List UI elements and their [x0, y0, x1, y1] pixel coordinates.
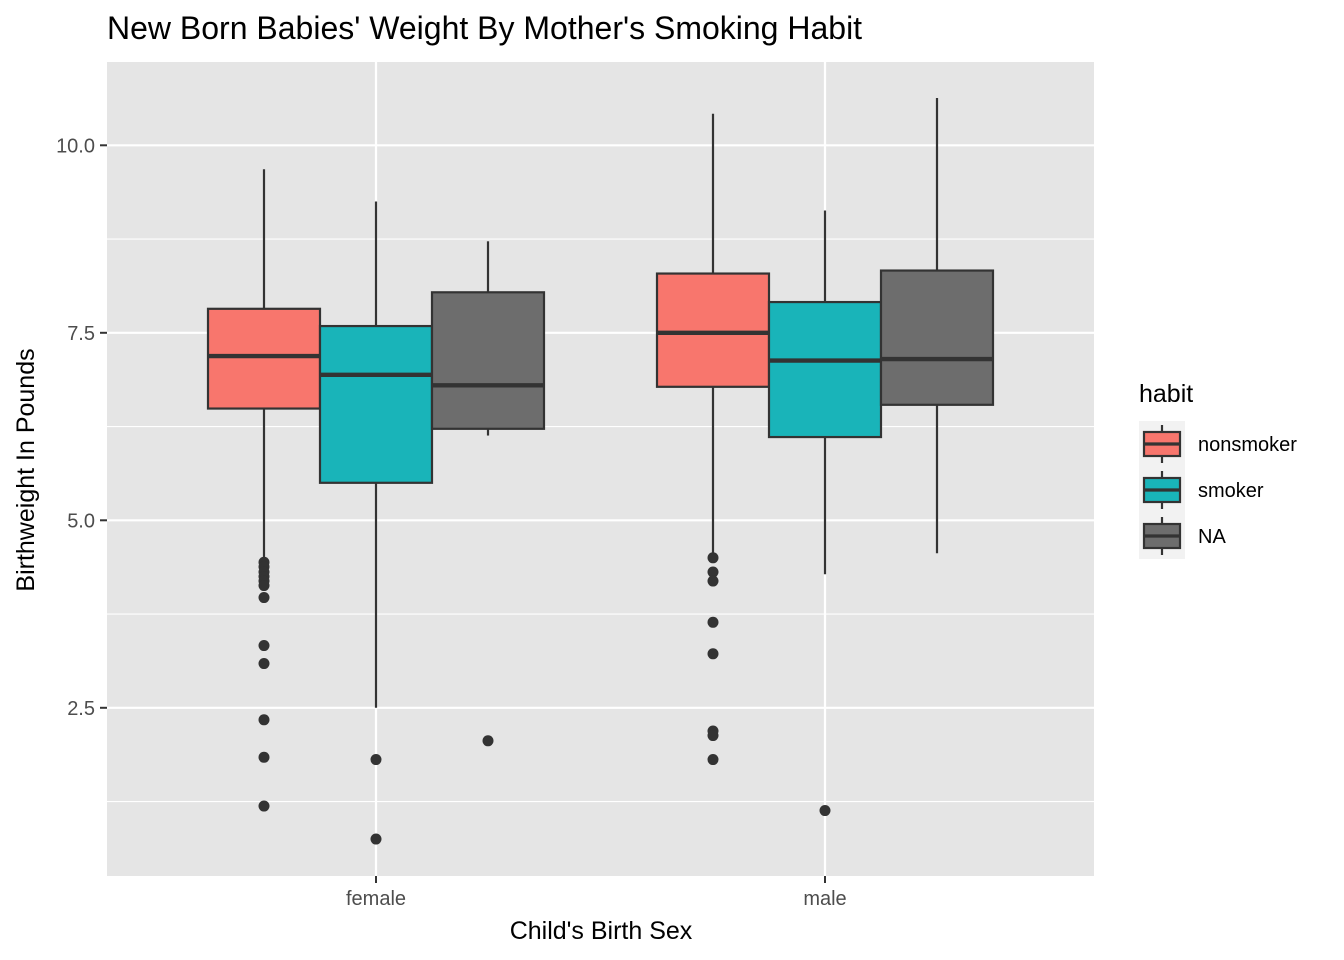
outlier-point	[707, 616, 719, 628]
legend-title: habit	[1139, 380, 1193, 408]
y-tick-label: 5.0	[67, 510, 95, 532]
x-axis: female male	[346, 876, 847, 910]
legend: habit nonsmoker smoker NA	[1139, 380, 1297, 559]
x-axis-title: Child's Birth Sex	[510, 917, 693, 945]
outlier-point	[370, 833, 382, 845]
y-tick-label: 7.5	[67, 323, 95, 345]
box-iqr	[318, 324, 434, 484]
outlier-point	[258, 592, 270, 604]
y-tick-label: 10.0	[56, 135, 95, 157]
outlier-point	[707, 648, 719, 660]
x-tick-label-male: male	[803, 888, 846, 910]
box-iqr	[430, 291, 546, 430]
y-tick-label: 2.5	[67, 698, 95, 720]
box-NA-male	[879, 98, 995, 554]
box-nonsmoker-male	[655, 113, 771, 766]
plot-panel	[107, 62, 1094, 876]
legend-label-nonsmoker: nonsmoker	[1198, 434, 1297, 456]
series-nonsmoker	[206, 113, 771, 812]
box-smoker-male	[767, 210, 883, 817]
outlier-point	[258, 751, 270, 763]
legend-item-smoker: smoker	[1139, 467, 1264, 513]
outlier-point	[707, 566, 719, 578]
box-series	[206, 98, 995, 845]
legend-item-NA: NA	[1139, 513, 1226, 559]
outlier-point	[370, 754, 382, 766]
box-iqr	[206, 307, 322, 410]
legend-label-NA: NA	[1198, 526, 1226, 548]
box-NA-female	[430, 241, 546, 747]
outlier-point	[707, 575, 719, 587]
box-smoker-female	[318, 201, 434, 845]
outlier-point	[258, 714, 270, 726]
x-tick-label-female: female	[346, 888, 406, 910]
outlier-point	[819, 805, 831, 817]
outlier-point	[707, 730, 719, 742]
legend-label-smoker: smoker	[1198, 480, 1264, 502]
outlier-point	[258, 800, 270, 812]
series-smoker	[318, 201, 883, 845]
box-nonsmoker-female	[206, 169, 322, 812]
box-iqr	[879, 269, 995, 406]
outlier-point	[258, 580, 270, 592]
box-iqr	[655, 272, 771, 388]
box-iqr	[767, 300, 883, 439]
outlier-point	[707, 552, 719, 564]
outlier-point	[258, 658, 270, 670]
legend-item-nonsmoker: nonsmoker	[1139, 421, 1297, 467]
minor-gridlines	[107, 238, 1094, 803]
outlier-point	[482, 735, 494, 747]
outlier-point	[707, 754, 719, 766]
series-NA	[430, 98, 995, 747]
y-axis-title: Birthweight In Pounds	[12, 348, 40, 591]
chart-title: New Born Babies' Weight By Mother's Smok…	[107, 10, 862, 46]
outlier-point	[258, 640, 270, 652]
y-axis: 2.5 5.0 7.5 10.0	[56, 135, 107, 720]
